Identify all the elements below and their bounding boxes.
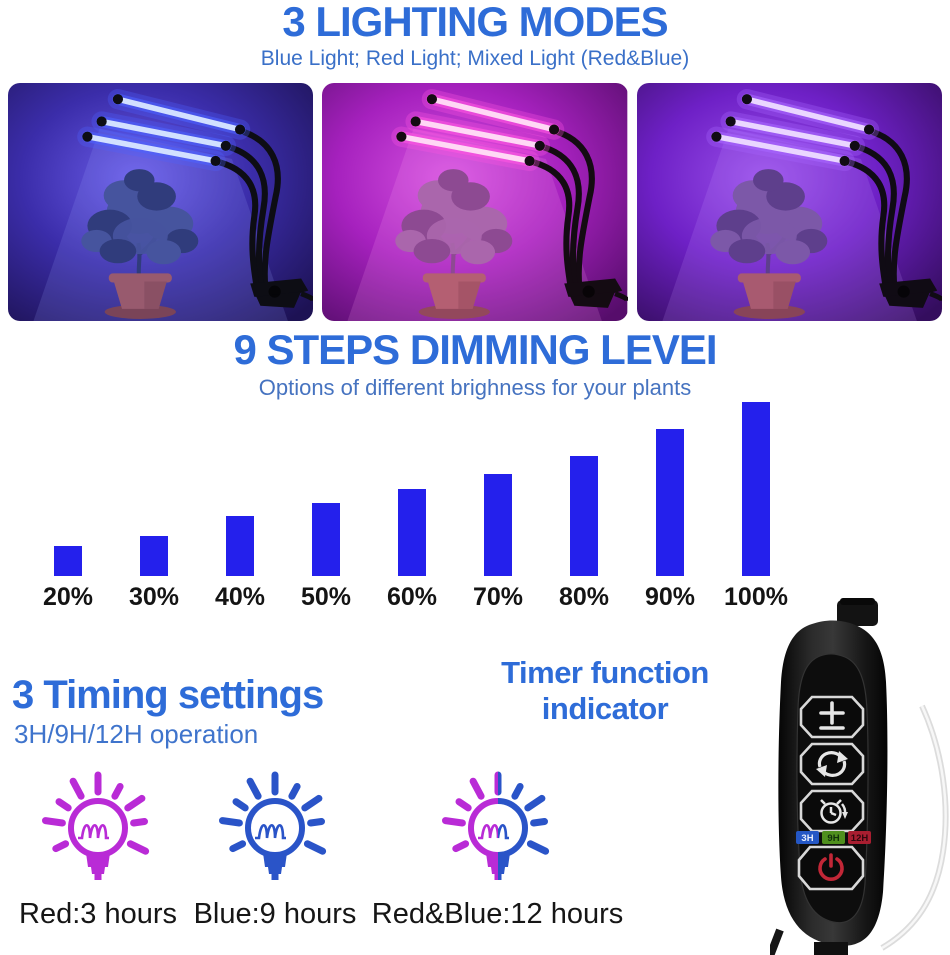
cable-loop bbox=[880, 704, 949, 951]
dimming-bar-chart: 20% 30% 40% 50% 60% 70% 80% 90% 100% bbox=[25, 400, 799, 612]
bar-label: 90% bbox=[644, 583, 696, 611]
dimming-step-30%: 30% bbox=[111, 536, 197, 612]
bar-label: 70% bbox=[472, 583, 524, 611]
dimming-step-90%: 90% bbox=[627, 429, 713, 612]
bar bbox=[54, 546, 82, 576]
bar bbox=[742, 402, 770, 576]
indicator-3h-label: 3H bbox=[801, 833, 813, 844]
bulb-label: Red:3 hours bbox=[19, 898, 177, 930]
grow-light-scene bbox=[322, 83, 628, 321]
dimming-subtitle: Options of different brighness for your … bbox=[258, 375, 692, 400]
photo-blue-light-mode bbox=[8, 83, 314, 321]
bottom-cable-stub bbox=[814, 942, 848, 955]
indicator-12h bbox=[848, 831, 871, 844]
power-icon bbox=[818, 853, 844, 881]
power-button bbox=[797, 845, 865, 891]
red-blue-bulb-icon bbox=[441, 771, 549, 880]
bulb-group-red-bulb: Red:3 hours bbox=[8, 770, 188, 931]
plant-pot bbox=[104, 273, 176, 319]
cycle-arrows-icon bbox=[816, 751, 848, 777]
timer-indicators: 3H 9H 12H bbox=[796, 831, 871, 844]
grow-light-scene bbox=[636, 83, 942, 321]
dimming-title: 9 STEPS DIMMING LEVEI bbox=[233, 326, 717, 373]
brightness-button bbox=[799, 695, 865, 739]
photo-red-light-mode bbox=[322, 83, 628, 321]
plant-pot bbox=[733, 273, 805, 319]
red-bulb-icon bbox=[42, 771, 150, 880]
bar bbox=[140, 536, 168, 576]
dimming-step-100%: 100% bbox=[713, 402, 799, 612]
dimming-step-40%: 40% bbox=[197, 516, 283, 612]
bulb-label: Blue:9 hours bbox=[193, 898, 357, 930]
timing-settings-subtitle: 3H/9H/12H operation bbox=[14, 719, 259, 749]
timing-bulbs: Red:3 hours Blue:9 hours Red&Blue:12 hou… bbox=[0, 770, 660, 950]
bar-label: 40% bbox=[214, 583, 266, 611]
indicator-3h bbox=[796, 831, 819, 844]
top-cable-tip bbox=[840, 598, 875, 605]
grow-light-scene bbox=[8, 83, 314, 321]
plant-canopy bbox=[709, 169, 827, 265]
indicator-9h bbox=[822, 831, 845, 844]
mounting-clip bbox=[564, 278, 623, 308]
dimming-step-50%: 50% bbox=[283, 503, 369, 612]
alarm-clock-icon bbox=[820, 799, 848, 824]
bar bbox=[656, 429, 684, 576]
photo-mixed-light-mode bbox=[636, 83, 942, 321]
mounting-clip bbox=[878, 278, 937, 308]
dimming-step-60%: 60% bbox=[369, 489, 455, 612]
bulb-group-blue-bulb: Blue:9 hours bbox=[190, 770, 360, 931]
indicator-9h-label: 9H bbox=[827, 833, 839, 844]
lighting-mode-photos bbox=[8, 83, 942, 321]
dimming-step-70%: 70% bbox=[455, 474, 541, 612]
bar-label: 60% bbox=[386, 583, 438, 611]
bar bbox=[226, 516, 254, 576]
timer-function-title-line2: indicator bbox=[541, 691, 669, 726]
bar bbox=[312, 503, 340, 576]
blue-bulb-icon bbox=[219, 771, 327, 880]
lighting-modes-subtitle: Blue Light; Red Light; Mixed Light (Red&… bbox=[260, 47, 690, 70]
bar bbox=[398, 489, 426, 576]
gooseneck-arms bbox=[525, 127, 596, 294]
bar-label: 30% bbox=[128, 583, 180, 611]
bar-label: 100% bbox=[724, 583, 788, 611]
timer-button bbox=[799, 789, 865, 833]
bar bbox=[484, 474, 512, 576]
indicator-12h-label: 12H bbox=[851, 833, 869, 844]
plant-pot bbox=[419, 273, 491, 319]
plant-canopy bbox=[395, 169, 513, 265]
timing-settings-title: 3 Timing settings bbox=[12, 673, 324, 717]
bar-label: 80% bbox=[558, 583, 610, 611]
top-cable-stub bbox=[837, 600, 878, 626]
dimming-step-80%: 80% bbox=[541, 456, 627, 612]
bar-label: 20% bbox=[42, 583, 94, 611]
cycle-mode-button bbox=[799, 742, 865, 786]
lighting-modes-title: 3 LIGHTING MODES bbox=[282, 0, 668, 45]
bulb-label: Red&Blue:12 hours bbox=[371, 898, 624, 930]
dimming-step-20%: 20% bbox=[25, 546, 111, 612]
bulb-group-red-blue-bulb: Red&Blue:12 hours bbox=[365, 770, 630, 931]
bar bbox=[570, 456, 598, 576]
timer-function-title: Timer function indicator bbox=[440, 655, 770, 727]
mounting-clip bbox=[250, 278, 309, 308]
bar-label: 50% bbox=[300, 583, 352, 611]
timer-function-title-line1: Timer function bbox=[501, 655, 709, 690]
gooseneck-arms bbox=[840, 127, 910, 294]
plus-minus-icon bbox=[819, 701, 845, 730]
side-wire bbox=[770, 928, 784, 955]
gooseneck-arms bbox=[211, 127, 281, 294]
plant-canopy bbox=[81, 169, 199, 265]
remote-controller: 3H 9H 12H bbox=[770, 598, 949, 955]
